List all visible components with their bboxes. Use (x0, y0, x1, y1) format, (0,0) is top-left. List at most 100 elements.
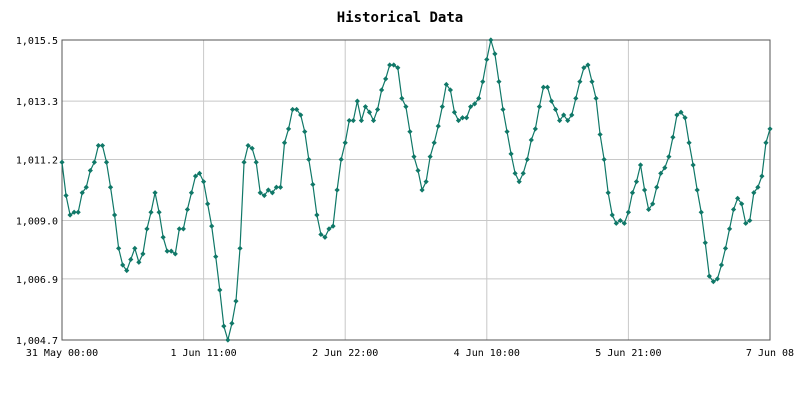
data-point (269, 190, 275, 196)
data-point (646, 206, 652, 213)
data-point (330, 223, 336, 229)
x-tick-label: 7 Jun 08 (746, 348, 794, 359)
data-point (516, 179, 522, 185)
y-tick-label: 1,004.7 (16, 336, 58, 347)
data-point (451, 109, 458, 115)
data-point (763, 140, 769, 146)
data-point (694, 187, 700, 193)
data-point (702, 240, 708, 246)
data-point (589, 79, 595, 85)
data-point (116, 245, 122, 251)
plot-frame (61, 39, 771, 341)
data-point (350, 117, 356, 124)
data-point (322, 234, 328, 240)
data-point (739, 201, 745, 207)
data-point (670, 134, 676, 140)
data-point (314, 212, 320, 218)
data-point (625, 209, 631, 215)
y-tick-label: 1,006.9 (16, 275, 58, 286)
series (59, 37, 773, 343)
data-point (310, 181, 316, 188)
data-point (298, 112, 304, 118)
data-point (504, 129, 510, 135)
data-point (233, 298, 239, 304)
data-point (419, 187, 425, 193)
data-point (496, 79, 502, 85)
data-point (180, 226, 186, 232)
data-point (666, 154, 672, 160)
data-point (532, 126, 538, 132)
x-tick-label: 5 Jun 21:00 (595, 348, 661, 359)
data-point (374, 106, 381, 113)
data-point (492, 51, 498, 57)
data-point (253, 159, 259, 165)
data-point (188, 190, 195, 196)
data-point (662, 165, 668, 171)
data-point (346, 117, 352, 124)
data-point (415, 167, 421, 174)
data-point (265, 187, 271, 193)
data-point (294, 106, 300, 113)
y-tick-label: 1,013.3 (16, 97, 58, 108)
data-point (743, 220, 749, 226)
data-point (370, 117, 377, 124)
data-point (488, 37, 494, 43)
data-point (164, 248, 170, 254)
data-point (431, 140, 437, 146)
data-point (674, 112, 680, 118)
data-point (767, 126, 773, 132)
data-point (629, 190, 636, 196)
data-point (581, 65, 587, 71)
data-point (476, 95, 482, 101)
data-point (484, 56, 490, 63)
data-point (463, 115, 470, 121)
data-point (472, 101, 478, 107)
data-point (261, 192, 267, 199)
x-tick-label: 31 May 00:00 (26, 348, 98, 359)
data-point (318, 231, 324, 238)
data-point (111, 212, 118, 218)
data-point (500, 106, 506, 113)
data-point (201, 179, 207, 185)
data-point (633, 179, 640, 185)
data-point (257, 190, 263, 196)
data-point (395, 65, 401, 71)
data-point (747, 217, 753, 224)
data-point (160, 234, 166, 240)
data-point (698, 209, 704, 215)
data-point (192, 173, 199, 179)
data-point (387, 62, 393, 68)
data-point (148, 209, 154, 215)
data-point (508, 151, 514, 157)
data-point (383, 76, 389, 82)
data-point (459, 115, 466, 121)
data-point (439, 104, 445, 110)
data-point (75, 209, 81, 215)
data-point (103, 159, 110, 165)
data-point (229, 320, 235, 326)
y-tick-label: 1,015.5 (16, 36, 58, 47)
data-point (577, 79, 583, 85)
data-point (140, 251, 146, 257)
data-point (650, 201, 656, 207)
data-point (237, 245, 243, 251)
data-point (290, 106, 296, 113)
data-point (641, 187, 648, 193)
data-point (654, 184, 660, 190)
data-point (710, 279, 716, 285)
data-point (152, 190, 158, 196)
data-point (71, 209, 77, 215)
data-point (528, 137, 534, 143)
data-point (391, 62, 397, 68)
data-point (132, 245, 138, 251)
data-point (690, 162, 696, 168)
data-point (561, 112, 567, 118)
data-point (443, 81, 449, 88)
data-point (536, 104, 542, 110)
data-point (184, 206, 191, 213)
data-point (468, 104, 474, 110)
data-point (714, 276, 721, 282)
data-point (172, 251, 178, 257)
data-point (682, 115, 688, 121)
